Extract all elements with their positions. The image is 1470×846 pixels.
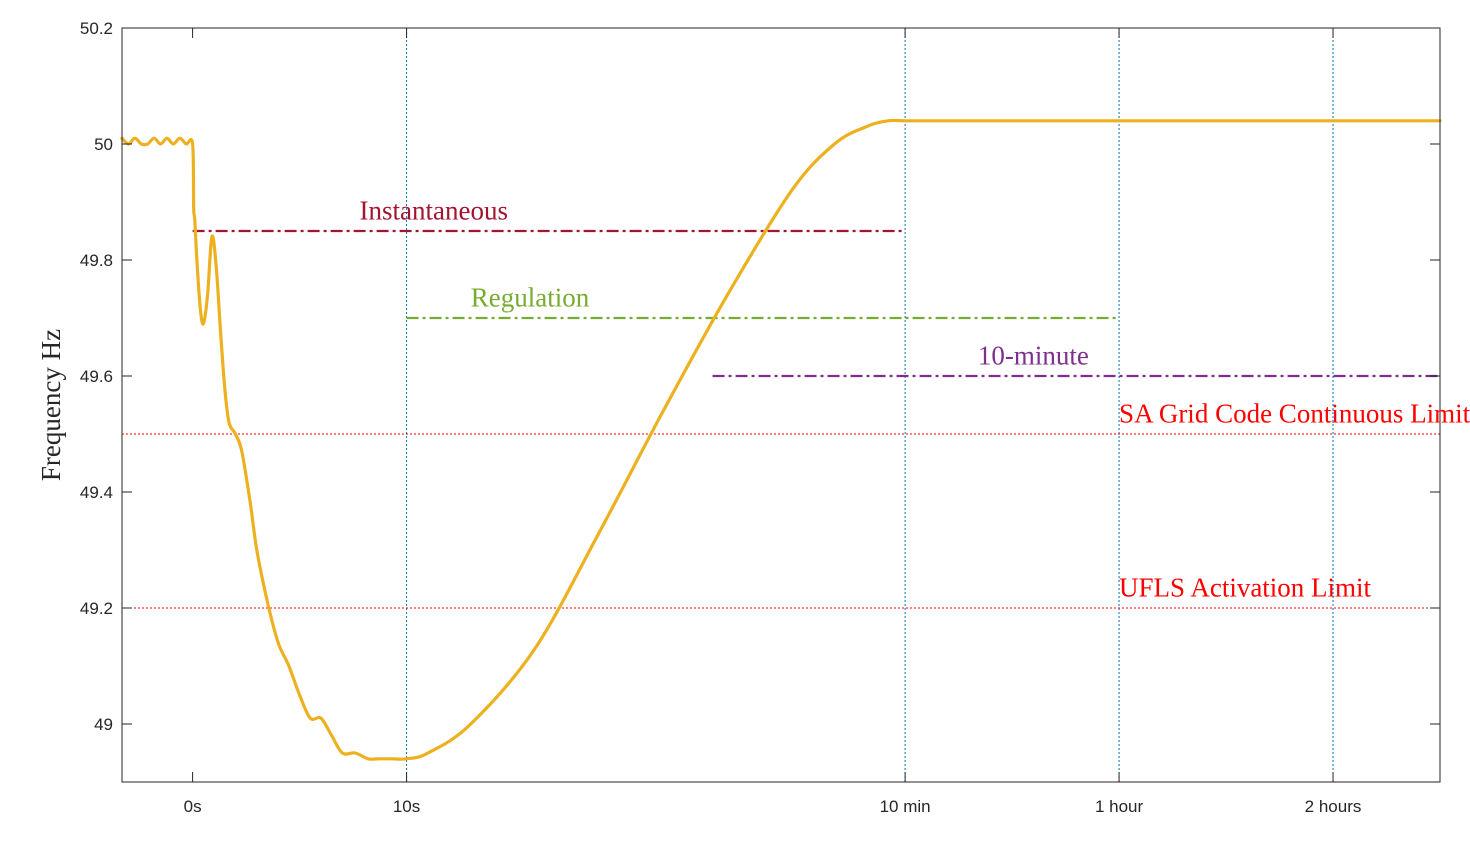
x-tick-label: 2 hours — [1305, 797, 1362, 816]
x-tick-label: 10 min — [880, 797, 931, 816]
y-tick-label: 49 — [94, 715, 113, 734]
threshold-lines — [122, 229, 1440, 609]
tick-labels: 49 49.2 49.4 49.6 49.8 50 50.2 0s 10s 10 min 1 hou… — [80, 19, 1361, 816]
annotation-instantaneous: Instantaneous — [359, 195, 507, 225]
vertical-gridlines — [406, 28, 1334, 782]
axes — [121, 27, 1441, 783]
plot-border — [121, 27, 1441, 783]
annotation-sa-grid-code-continuous-limit: SA Grid Code Continuous Limit — [1119, 398, 1470, 428]
annotation-regulation: Regulation — [471, 282, 590, 312]
y-tick-label: 49.8 — [80, 251, 113, 270]
x-tick-label: 0s — [184, 797, 202, 816]
y-tick-label: 50 — [94, 135, 113, 154]
y-tick-label: 49.4 — [80, 483, 113, 502]
annotations: Instantaneous Regulation 10-minute SA Grid … — [359, 195, 1470, 602]
annotation-ufls-activation-limit: UFLS Activation Limit — [1119, 572, 1372, 602]
series-line-frequency — [120, 118, 1442, 761]
y-axis-title: Frequency Hz — [36, 329, 66, 481]
frequency-series — [120, 118, 1442, 761]
x-tick-label: 1 hour — [1095, 797, 1144, 816]
annotation-10-minute: 10-minute — [978, 340, 1089, 370]
y-tick-label: 49.6 — [80, 367, 113, 386]
y-tick-label: 49.2 — [80, 599, 113, 618]
y-tick-label: 50.2 — [80, 19, 113, 38]
x-tick-label: 10s — [393, 797, 420, 816]
